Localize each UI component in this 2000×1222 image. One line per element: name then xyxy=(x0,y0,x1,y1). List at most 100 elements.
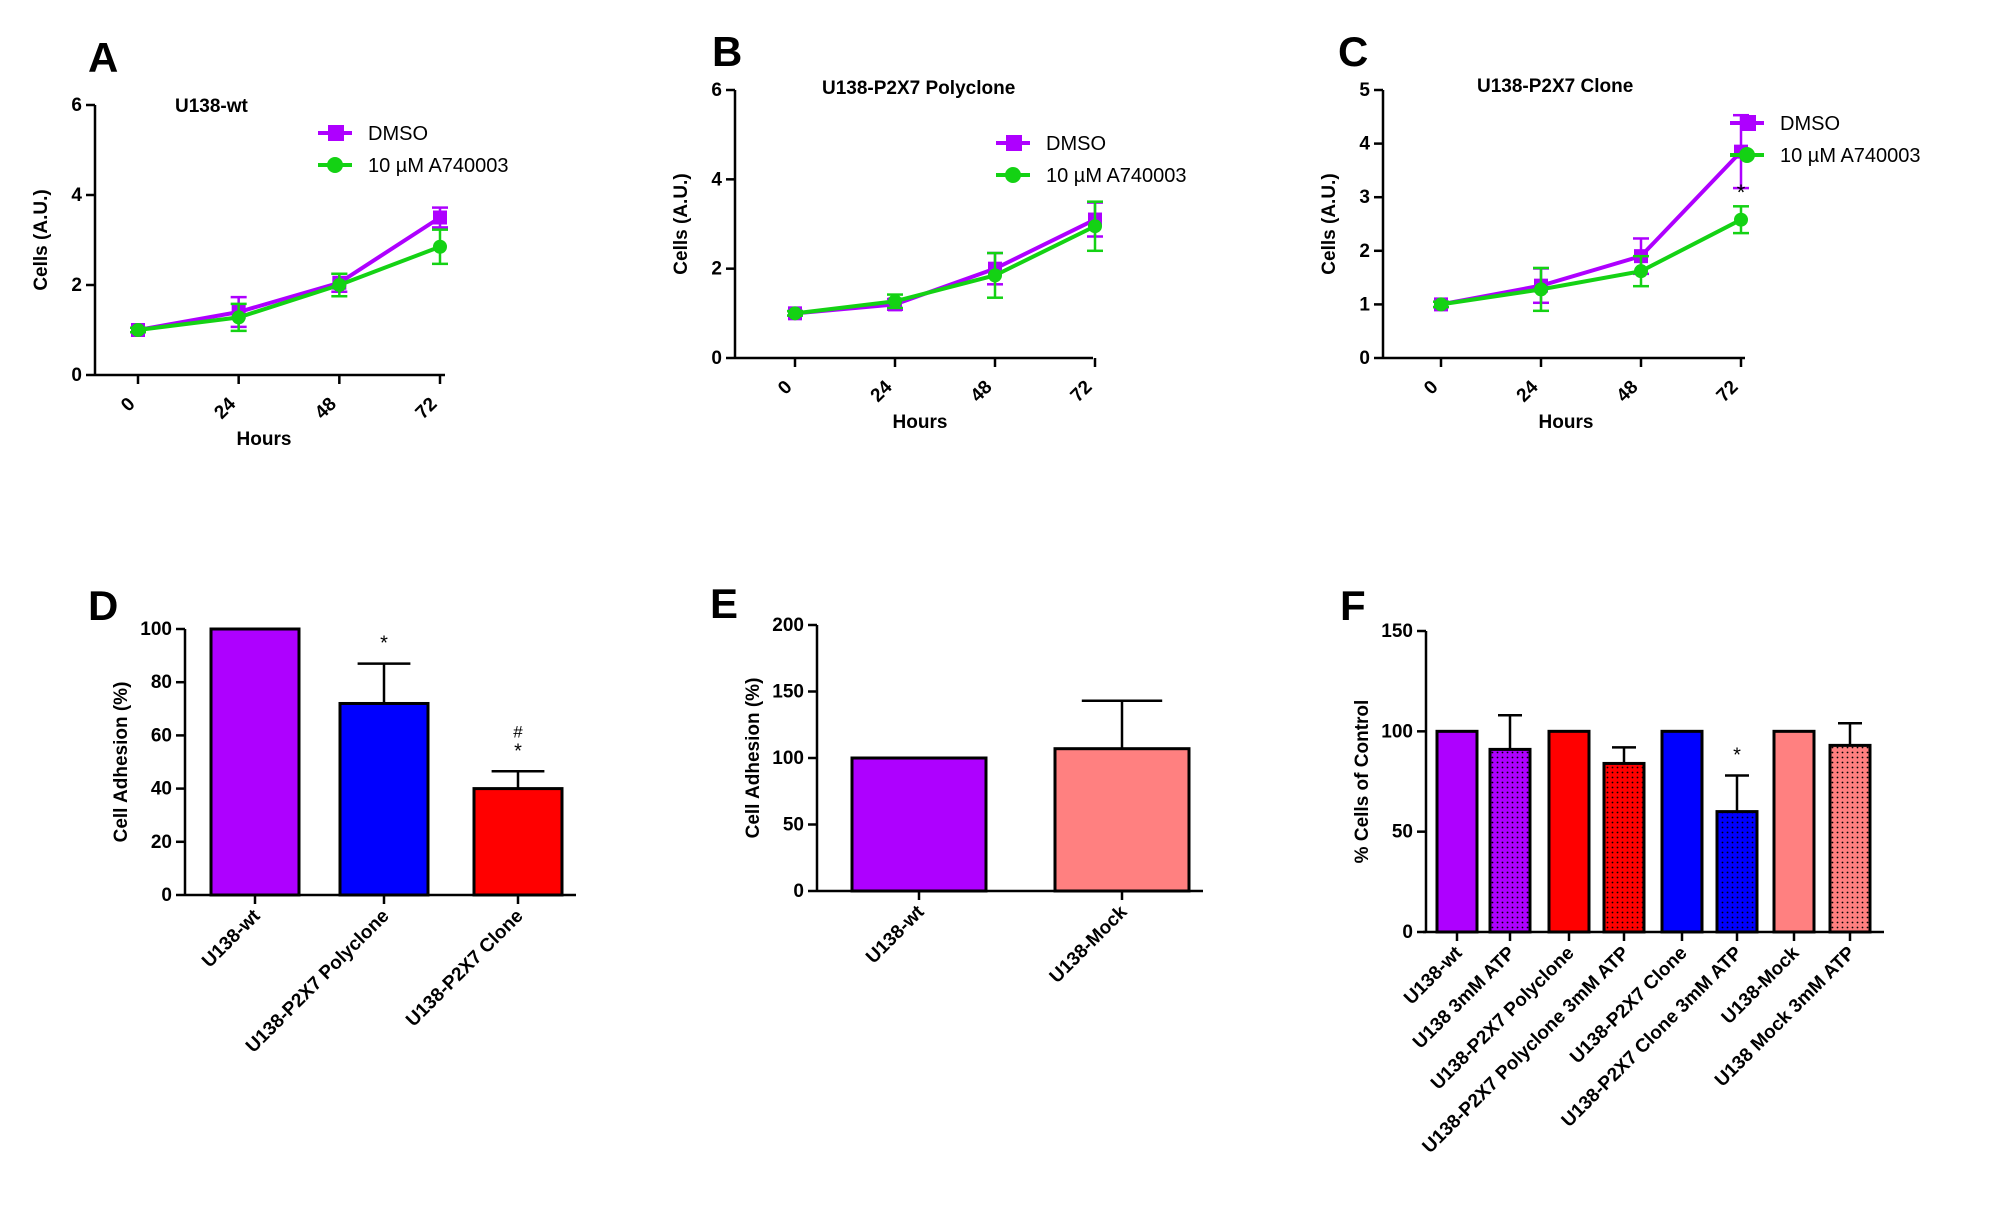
series-line xyxy=(1440,217,1742,307)
y-axis-label: Cells (A.U.) xyxy=(1319,173,1340,274)
legend-label: 10 µM A740003 xyxy=(1780,145,1921,167)
panel-letter: B xyxy=(712,28,742,75)
x-tick-label: 24 xyxy=(1513,376,1543,406)
x-tick-label: 0 xyxy=(774,377,796,399)
y-tick-label: 80 xyxy=(151,672,172,693)
series-line xyxy=(794,217,1096,316)
x-tick-label: 72 xyxy=(1713,377,1743,407)
significance-mark: * xyxy=(380,633,388,655)
x-axis-label: Hours xyxy=(893,412,948,433)
y-axis-label: Cell Adhesion (%) xyxy=(743,678,764,839)
significance-mark: # xyxy=(513,722,523,741)
y-tick-label: 5 xyxy=(1359,80,1370,101)
x-tick-label: 72 xyxy=(1067,377,1097,407)
data-point-circle xyxy=(433,239,447,254)
y-tick-label: 150 xyxy=(1381,621,1413,642)
bar xyxy=(1602,761,1646,934)
y-tick-label: 100 xyxy=(772,748,804,769)
y-tick-label: 100 xyxy=(140,619,172,640)
legend-marker xyxy=(328,125,344,141)
x-tick-label: U138-P2X7 Polyclone xyxy=(242,906,394,1058)
chart-panel-c: 0 1 2 3 4 5 Cells (A.U.) 0 24 48 72 Hours U138-P2X7 … xyxy=(1319,76,1921,433)
panel-letter: E xyxy=(710,580,738,627)
panel-letter: F xyxy=(1340,582,1366,629)
legend-marker xyxy=(1005,167,1021,183)
y-axis-label: % Cells of Control xyxy=(1352,700,1373,864)
series-a740003: 10 µM A740003 xyxy=(1433,145,1921,313)
y-axis-label: Cells (A.U.) xyxy=(671,173,692,274)
y-tick-label: 4 xyxy=(1359,134,1370,155)
data-point-circle xyxy=(888,294,902,309)
y-tick-label: 100 xyxy=(1381,721,1413,742)
chart-panel-e: 0 50 100 150 200 Cell Adhesion (%) U138-wt U138… xyxy=(743,615,1203,987)
x-tick-label: 24 xyxy=(210,393,240,423)
legend-label: 10 µM A740003 xyxy=(368,155,509,177)
y-tick-label: 150 xyxy=(772,682,804,703)
data-point-circle xyxy=(1634,264,1648,279)
data-point-circle xyxy=(332,278,347,292)
data-point-circle xyxy=(1534,282,1548,297)
bar xyxy=(1488,747,1532,934)
legend-label: DMSO xyxy=(1780,113,1840,135)
x-axis-label: Hours xyxy=(1539,412,1594,433)
bar xyxy=(1660,729,1704,934)
legend-label: 10 µM A740003 xyxy=(1046,165,1187,187)
y-tick-label: 4 xyxy=(71,185,82,206)
bar xyxy=(850,756,988,893)
chart-title: U138-P2X7 Clone xyxy=(1477,76,1633,97)
series-line xyxy=(137,244,441,332)
y-tick-label: 50 xyxy=(783,815,804,836)
significance-mark: * xyxy=(1737,180,1746,205)
y-tick-label: 0 xyxy=(1359,348,1370,369)
x-axis-label: Hours xyxy=(237,429,292,450)
x-tick-label: 48 xyxy=(311,394,341,424)
data-point-circle xyxy=(1734,212,1748,227)
y-tick-label: 4 xyxy=(711,169,722,190)
y-tick-label: 2 xyxy=(1359,241,1370,262)
y-tick-label: 0 xyxy=(71,365,82,386)
panel-letter: C xyxy=(1338,28,1368,75)
y-tick-label: 200 xyxy=(772,615,804,636)
x-tick-label: U138-wt xyxy=(198,905,265,972)
y-tick-label: 3 xyxy=(1359,187,1370,208)
legend-marker xyxy=(1006,135,1022,151)
data-point-circle xyxy=(788,306,802,321)
y-tick-label: 20 xyxy=(151,832,172,853)
series-dmso: DMSO xyxy=(1433,113,1840,312)
bar xyxy=(472,787,564,897)
panel-letter: A xyxy=(88,34,118,81)
series-a740003: 10 µM A740003 xyxy=(130,155,509,337)
bar xyxy=(1053,747,1191,893)
significance-mark: * xyxy=(1733,744,1741,766)
y-tick-label: 2 xyxy=(71,275,82,296)
significance-mark: * xyxy=(514,740,522,762)
x-tick-label: U138-P2X7 Clone xyxy=(402,906,527,1031)
y-axis-label: Cell Adhesion (%) xyxy=(111,682,132,843)
y-tick-label: 1 xyxy=(1359,294,1370,315)
legend-label: DMSO xyxy=(1046,133,1106,155)
chart-title: U138-wt xyxy=(175,96,249,117)
data-point-circle xyxy=(231,310,246,325)
y-tick-label: 0 xyxy=(1402,922,1413,943)
chart-title: U138-P2X7 Polyclone xyxy=(822,78,1015,99)
x-tick-label: 72 xyxy=(412,394,442,424)
legend-label: DMSO xyxy=(368,123,428,145)
legend-marker xyxy=(1740,115,1756,131)
y-tick-label: 0 xyxy=(793,881,804,902)
x-tick-label: U138-Mock xyxy=(1046,901,1132,987)
data-point-circle xyxy=(1088,219,1102,234)
data-point-circle xyxy=(988,268,1002,283)
series-dmso: DMSO xyxy=(787,133,1106,321)
x-tick-label: 48 xyxy=(967,377,997,407)
data-point-square xyxy=(433,210,447,225)
y-tick-label: 0 xyxy=(161,885,172,906)
series-line xyxy=(137,215,442,332)
legend-marker xyxy=(1739,147,1755,163)
panel-letter: D xyxy=(88,582,118,629)
bar xyxy=(1828,743,1872,934)
bar xyxy=(1547,729,1591,934)
y-axis-label: Cells (A.U.) xyxy=(31,189,52,290)
